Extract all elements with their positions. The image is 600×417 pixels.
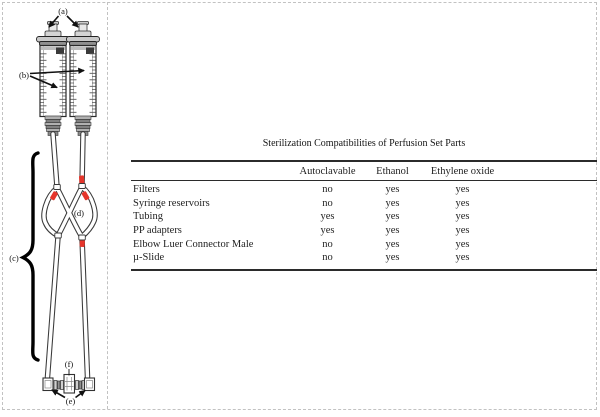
slide-assembly [42,373,96,394]
ethanol-value: yes [385,184,400,195]
table-row: PP adapters yes yes yes [131,224,597,238]
label-a-arrow-right [66,15,79,28]
ethylene-oxide-value: yes [455,197,470,209]
autoclavable-value: no [322,252,333,264]
part-name: µ-Slide [133,252,165,264]
table-header-row: Autoclavable Ethanol Ethylene oxide [131,160,597,181]
pp-adapter-bands [50,175,90,248]
part-name: Tubing [133,211,163,223]
ethylene-oxide-value: yes [455,238,470,250]
ethanol-value: yes [385,211,400,223]
label-e-arrow-left [51,389,66,399]
part-name: Elbow Luer Connector Male [133,238,254,250]
autoclavable-value: no [322,184,333,195]
label-a-arrow-left [48,15,60,28]
label-e: (e) [66,396,76,406]
autoclavable-value: no [322,197,333,209]
ethanol-value: yes [385,252,400,264]
label-arrows [29,15,86,399]
table-row: Tubing yes yes yes [131,210,597,224]
label-c: (c) [9,253,19,263]
part-name: Syringe reservoirs [133,197,210,209]
column-header-ethylene-oxide: Ethylene oxide [430,165,495,177]
tubing-brace [19,151,40,362]
elbow-luer-connector-left [42,377,54,392]
ethanol-value: yes [385,197,400,209]
table-row: Elbow Luer Connector Male no yes yes [131,238,597,252]
micro-slide [63,373,76,394]
syringe-reservoir-right [65,20,101,137]
tube-junctions [53,183,86,241]
table-row: µ-Slide no yes yes [131,251,597,265]
table-title: Sterilization Compatibilities of Perfusi… [262,138,466,149]
syringe-reservoir-left [35,20,71,137]
tubing-core [42,132,97,379]
sterilization-table: Sterilization Compatibilities of Perfusi… [131,133,597,272]
ethylene-oxide-value: yes [455,252,470,264]
label-e-arrow-right [75,389,86,399]
part-name: PP adapters [133,225,182,237]
ethylene-oxide-value: yes [455,184,470,195]
label-b: (b) [19,70,29,80]
column-header-ethanol: Ethanol [376,165,409,177]
label-f: (f) [65,359,74,369]
label-b-arrow-left [29,75,58,89]
column-header-autoclavable: Autoclavable [299,165,356,177]
perfusion-set-diagram: (a) (b) (c) (d) (e) (f) [9,6,101,406]
table-body: Filters no yes yes Syringe reservoirs no… [131,181,597,272]
ethanol-value: yes [385,225,400,237]
elbow-luer-connector-right [83,377,96,392]
label-b-arrow-right [29,67,85,75]
table-row: Filters no yes yes [131,183,597,197]
part-name: Filters [133,184,160,195]
label-a: (a) [58,6,68,16]
autoclavable-value: yes [320,211,335,223]
table-row: Syringe reservoirs no yes yes [131,197,597,211]
ethylene-oxide-value: yes [455,211,470,223]
autoclavable-value: no [322,238,333,250]
label-d: (d) [74,208,84,218]
ethanol-value: yes [385,238,400,250]
ethylene-oxide-value: yes [455,225,470,237]
autoclavable-value: yes [320,225,335,237]
panel-divider [107,2,108,409]
